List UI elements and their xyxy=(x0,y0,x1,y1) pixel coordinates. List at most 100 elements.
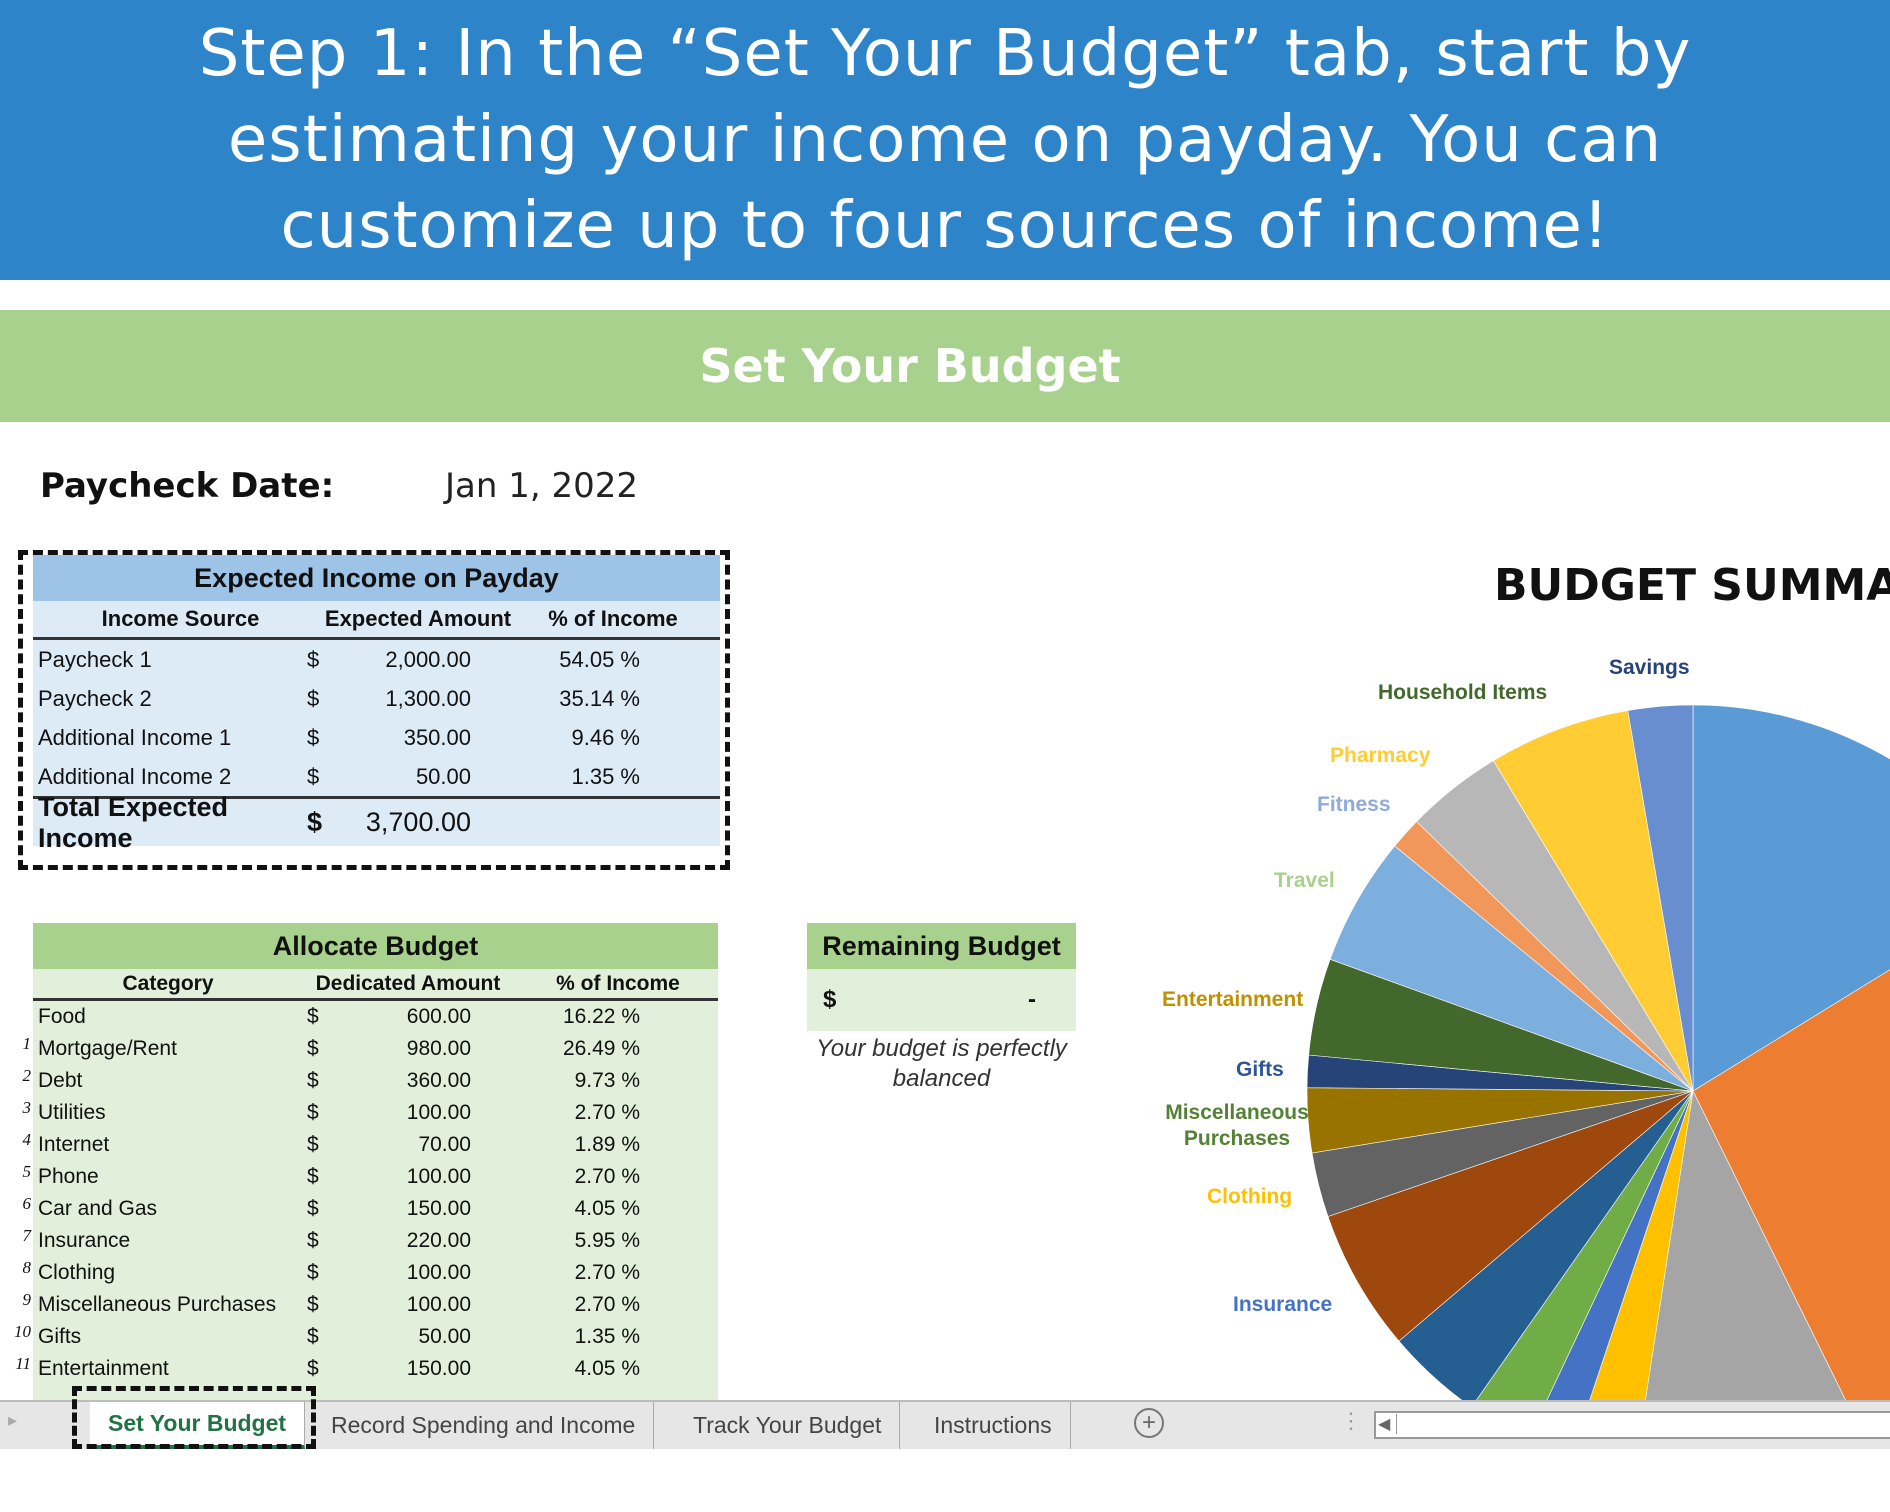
currency: $ xyxy=(307,1357,319,1380)
pie-label: Fitness xyxy=(1317,793,1391,816)
paycheck-date-label: Paycheck Date: xyxy=(40,466,335,506)
dedicated-amount[interactable]: 360.00 xyxy=(406,1069,471,1092)
col-income-source: Income Source xyxy=(101,606,260,631)
row-number: 1 xyxy=(22,1034,32,1053)
remaining-message: Your budget is perfectly balanced xyxy=(816,1035,1067,1092)
pct-income: 1.89 % xyxy=(574,1133,640,1156)
horizontal-scrollbar[interactable]: ◀ xyxy=(1374,1411,1890,1439)
currency: $ xyxy=(307,1293,319,1316)
total-currency: $ xyxy=(307,807,323,837)
pie-label: Pharmacy xyxy=(1330,744,1431,767)
pct-income: 2.70 % xyxy=(574,1101,640,1124)
expected-amount[interactable]: 50.00 xyxy=(415,763,471,789)
allocate-row: Car and Gas $ 150.00 4.05 % xyxy=(33,1193,718,1225)
currency: $ xyxy=(307,1101,319,1124)
allocate-row: Miscellaneous Purchases $ 100.00 2.70 % xyxy=(33,1289,718,1321)
category[interactable]: Car and Gas xyxy=(38,1197,158,1220)
allocate-row: Phone $ 100.00 2.70 % xyxy=(33,1161,718,1193)
category[interactable]: Internet xyxy=(38,1133,110,1156)
tab-instructions[interactable]: Instructions xyxy=(916,1402,1071,1449)
pie-label: Clothing xyxy=(1207,1185,1293,1208)
pie-label: Miscellaneous Purchases xyxy=(1165,1101,1309,1150)
dedicated-amount[interactable]: 100.00 xyxy=(406,1261,471,1284)
pie-slice-insurance xyxy=(1327,1090,1694,1342)
dedicated-amount[interactable]: 100.00 xyxy=(406,1293,471,1316)
currency: $ xyxy=(307,1133,319,1156)
instruction-banner: Step 1: In the “Set Your Budget” tab, st… xyxy=(0,0,1890,280)
currency: $ xyxy=(307,1325,319,1348)
currency: $ xyxy=(307,763,320,789)
vertical-dots-icon[interactable]: ⋮ xyxy=(1340,1408,1362,1433)
category[interactable]: Phone xyxy=(38,1165,99,1188)
dedicated-amount[interactable]: 70.00 xyxy=(418,1133,471,1156)
expected-amount[interactable]: 1,300.00 xyxy=(385,685,471,711)
category[interactable]: Gifts xyxy=(38,1325,82,1348)
category[interactable]: Entertainment xyxy=(38,1357,169,1380)
income-source: Paycheck 1 xyxy=(38,646,152,672)
scroll-left-arrow-icon[interactable]: ◀ xyxy=(1378,1414,1398,1434)
total-label: Total Expected Income xyxy=(38,791,229,853)
pct-income: 16.22 % xyxy=(562,1005,640,1028)
currency: $ xyxy=(307,1005,319,1028)
pie-slice-travel xyxy=(1329,845,1694,1092)
category[interactable]: Insurance xyxy=(38,1229,131,1252)
dedicated-amount[interactable]: 50.00 xyxy=(418,1325,471,1348)
sheet-title-bar: Set Your Budget xyxy=(0,310,1890,422)
row-number: 6 xyxy=(22,1194,32,1213)
instruction-text: Step 1: In the “Set Your Budget” tab, st… xyxy=(198,17,1692,263)
currency: $ xyxy=(307,1197,319,1220)
category[interactable]: Mortgage/Rent xyxy=(38,1037,177,1060)
currency: $ xyxy=(307,724,320,750)
dedicated-amount[interactable]: 150.00 xyxy=(406,1357,471,1380)
allocate-row: Utilities $ 100.00 2.70 % xyxy=(33,1097,718,1129)
allocate-row: Debt $ 360.00 9.73 % xyxy=(33,1065,718,1097)
dedicated-amount[interactable]: 600.00 xyxy=(406,1005,471,1028)
col-category: Category xyxy=(122,971,214,995)
category[interactable]: Utilities xyxy=(38,1101,106,1124)
dedicated-amount[interactable]: 980.00 xyxy=(406,1037,471,1060)
tab-record-spending-and-income[interactable]: Record Spending and Income xyxy=(313,1402,655,1449)
tab-track-your-budget[interactable]: Track Your Budget xyxy=(675,1402,901,1449)
category[interactable]: Food xyxy=(38,1005,86,1028)
pct-income: 4.05 % xyxy=(574,1197,640,1220)
highlight-dashed-box xyxy=(72,1386,316,1449)
remaining-currency: $ xyxy=(823,986,837,1013)
allocate-row: Internet $ 70.00 1.89 % xyxy=(33,1129,718,1161)
row-number: 9 xyxy=(22,1290,32,1309)
pie-slice-food xyxy=(1692,704,1890,1092)
category[interactable]: Clothing xyxy=(38,1261,116,1284)
budget-pie-chart xyxy=(1306,704,1890,1400)
income-source: Additional Income 1 xyxy=(38,724,232,750)
dedicated-amount[interactable]: 220.00 xyxy=(406,1229,471,1252)
pie-label: Travel xyxy=(1274,869,1335,892)
pct-income: 1.35 % xyxy=(574,1325,640,1348)
expected-amount[interactable]: 350.00 xyxy=(403,724,471,750)
allocate-row: Entertainment $ 150.00 4.05 % xyxy=(33,1353,718,1385)
category[interactable]: Debt xyxy=(38,1069,83,1092)
paycheck-date-value[interactable]: Jan 1, 2022 xyxy=(445,466,638,506)
expected-amount[interactable]: 2,000.00 xyxy=(385,646,471,672)
tab-set-your-budget[interactable]: Set Your Budget xyxy=(90,1402,306,1449)
dedicated-amount[interactable]: 150.00 xyxy=(406,1197,471,1220)
allocate-row: Food $ 600.00 16.22 % xyxy=(33,1001,718,1033)
plus-circle-icon[interactable]: + xyxy=(1134,1408,1164,1438)
currency: $ xyxy=(307,1261,319,1284)
highlight-dashed-box xyxy=(18,550,730,870)
pie-label: Gifts xyxy=(1236,1058,1284,1081)
total-income-row: Total Expected Income $ 3,700.00 xyxy=(33,792,720,853)
category[interactable]: Miscellaneous Purchases xyxy=(38,1293,277,1316)
income-source: Paycheck 2 xyxy=(38,685,152,711)
dedicated-amount[interactable]: 100.00 xyxy=(406,1165,471,1188)
triangle-left-icon[interactable]: ▸ xyxy=(8,1410,18,1430)
pct-income: 1.35 % xyxy=(571,763,641,789)
pct-income: 4.05 % xyxy=(574,1357,640,1380)
dedicated-amount[interactable]: 100.00 xyxy=(406,1101,471,1124)
allocate-column-headers: Category Dedicated Amount % of Income xyxy=(33,969,718,1001)
pct-income: 9.46 % xyxy=(571,724,641,750)
income-row: Additional Income 1 $ 350.00 9.46 % xyxy=(33,718,720,757)
pct-income: 54.05 % xyxy=(559,646,640,672)
total-amount: 3,700.00 xyxy=(365,807,471,837)
row-number: 5 xyxy=(22,1162,32,1181)
row-number: 8 xyxy=(22,1258,32,1277)
pct-income: 35.14 % xyxy=(559,685,640,711)
